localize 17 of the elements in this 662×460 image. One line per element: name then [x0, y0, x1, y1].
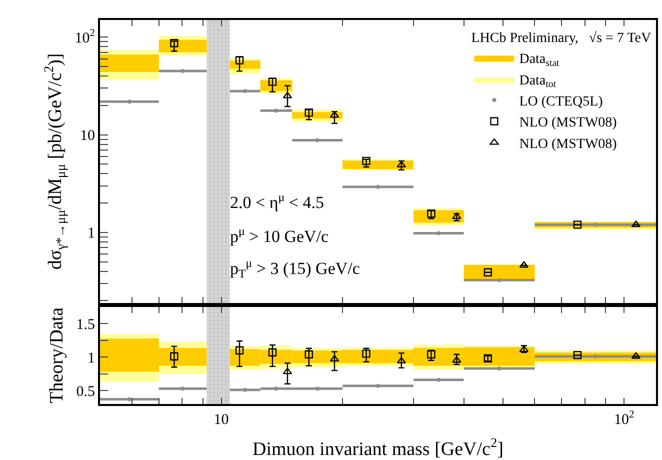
- legend-label: NLO (MSTW08): [519, 136, 618, 152]
- annotation: 2.0 < η$^{μ}$ < 4.5: [230, 190, 324, 212]
- legend-label: Data$_{tot}$: [519, 73, 556, 90]
- legend-label: NLO (MSTW08): [519, 116, 618, 131]
- y-tick-label: 0.5: [76, 384, 95, 400]
- x-axis-title: Dimuon invariant mass [GeV/c$^{2}$]: [252, 435, 504, 460]
- y-axis-title: Theory/Data: [46, 306, 68, 404]
- y-tick-label: 10$^{2}$: [74, 28, 95, 46]
- legend-label: LO (CTEQ5L): [519, 94, 604, 110]
- legend-title: LHCb Preliminary, √s = 7 TeV: [471, 30, 652, 46]
- y-tick-label: 1.5: [76, 316, 95, 333]
- y-tick-label: 10: [80, 128, 95, 144]
- annotation: p$_{T}$$^{μ}$ > 3 (15) GeV/c: [230, 256, 360, 281]
- legend-label: Data$_{stat}$: [519, 52, 560, 70]
- annotation: p$^{μ}$ > 10 GeV/c: [230, 224, 330, 246]
- y-tick-label: 1: [88, 226, 95, 242]
- y-tick-label: 1: [88, 350, 95, 366]
